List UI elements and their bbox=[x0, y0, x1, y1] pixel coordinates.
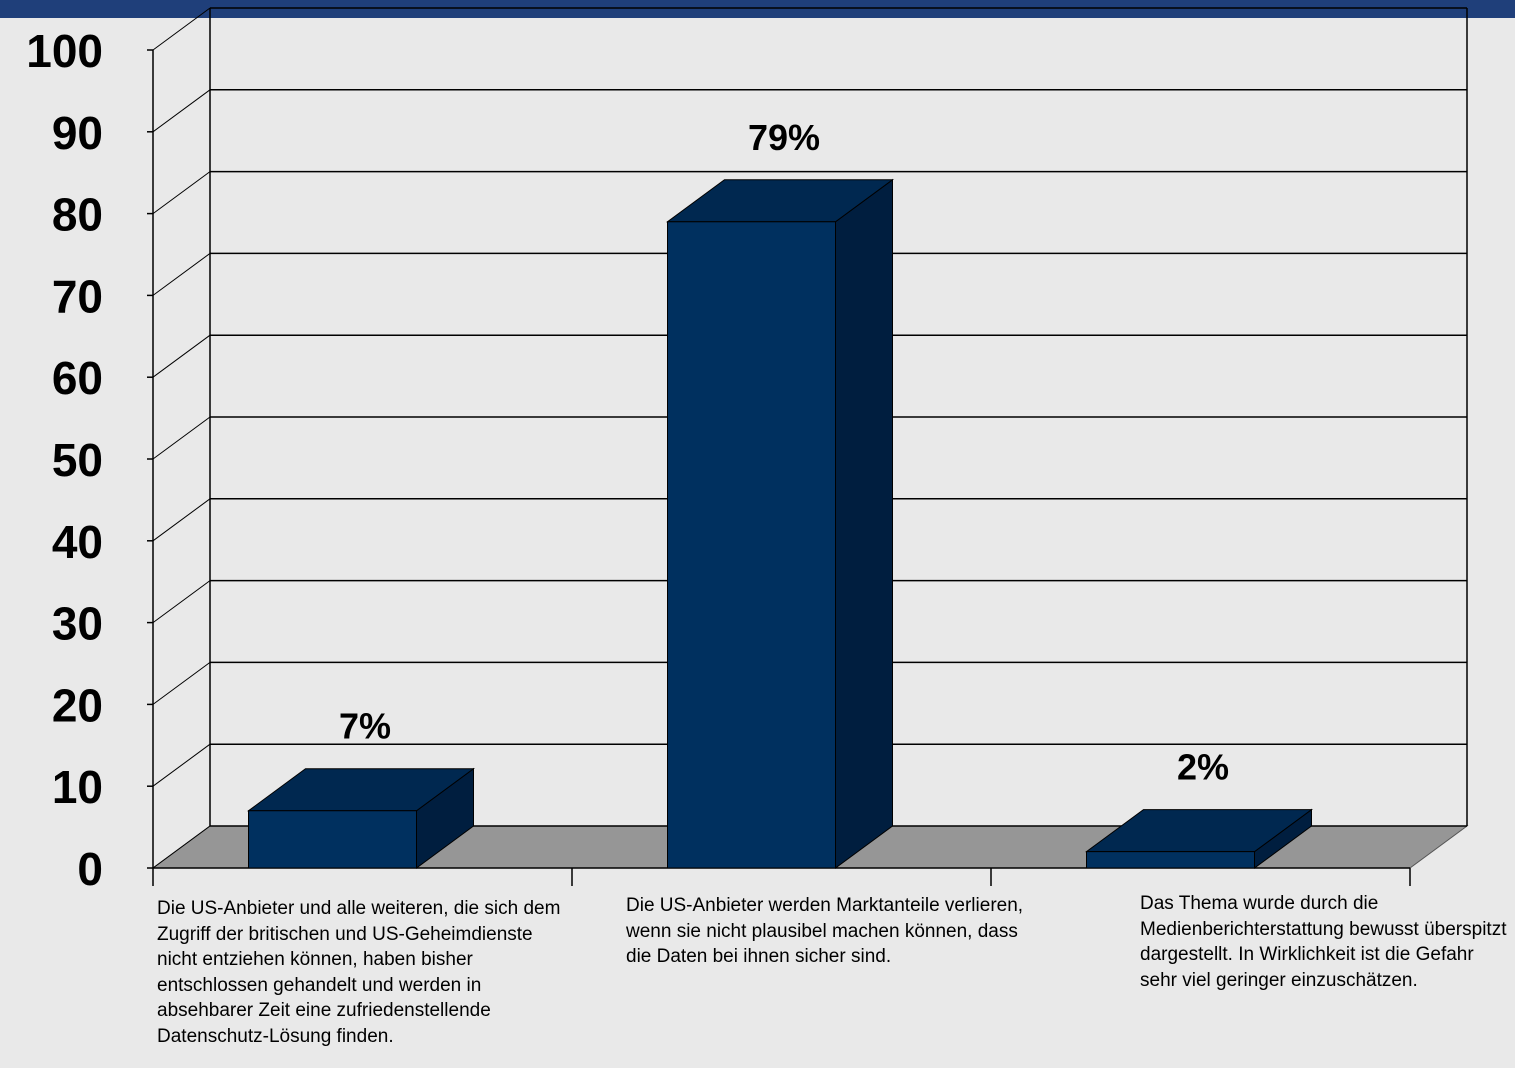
side-gridline-40 bbox=[152, 498, 211, 542]
side-gridline-20 bbox=[152, 661, 211, 705]
side-gridline-30 bbox=[152, 580, 211, 624]
y-tick-label-40: 40 bbox=[52, 516, 103, 568]
bar-2 bbox=[667, 221, 836, 869]
side-gridline-50 bbox=[152, 416, 211, 460]
bar-3 bbox=[1086, 851, 1255, 869]
y-tick-label-10: 10 bbox=[52, 761, 103, 813]
y-tick-label-20: 20 bbox=[52, 679, 103, 731]
y-tick-label-30: 30 bbox=[52, 598, 103, 650]
data-label-1: 7% bbox=[339, 706, 391, 747]
y-tick-label-90: 90 bbox=[52, 107, 103, 159]
side-gridline-60 bbox=[152, 334, 211, 378]
side-gridline-100 bbox=[152, 7, 211, 51]
y-tick-label-0: 0 bbox=[77, 843, 103, 895]
data-label-3: 2% bbox=[1177, 747, 1229, 788]
header-band bbox=[0, 0, 1515, 18]
bar-1 bbox=[248, 810, 417, 869]
data-label-2: 79% bbox=[748, 117, 820, 158]
side-gridline-90 bbox=[152, 89, 211, 133]
bar-2-side bbox=[835, 178, 893, 869]
y-tick-label-70: 70 bbox=[52, 270, 103, 322]
y-tick-label-60: 60 bbox=[52, 352, 103, 404]
side-gridline-0 bbox=[152, 825, 211, 869]
side-gridline-80 bbox=[152, 171, 211, 215]
category-label-1: Die US-Anbieter und alle weiteren, die s… bbox=[157, 898, 561, 1047]
category-label-2: Die US-Anbieter werden Marktanteile verl… bbox=[626, 895, 1024, 967]
y-tick-label-50: 50 bbox=[52, 434, 103, 486]
side-gridline-70 bbox=[152, 252, 211, 296]
y-tick-label-80: 80 bbox=[52, 189, 103, 241]
category-label-3: Das Thema wurde durch die Medienberichte… bbox=[1140, 893, 1507, 991]
y-tick-label-100: 100 bbox=[26, 25, 103, 77]
side-gridline-10 bbox=[152, 743, 211, 787]
